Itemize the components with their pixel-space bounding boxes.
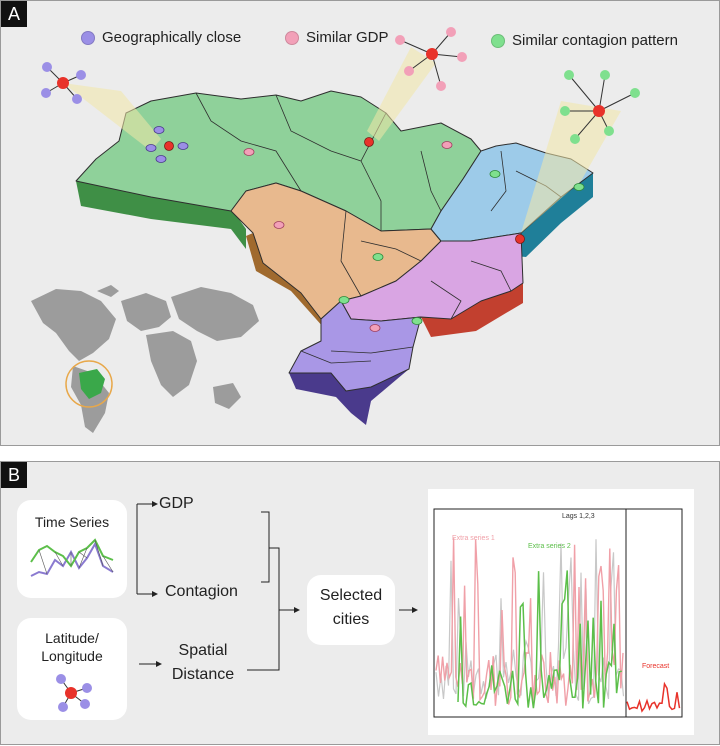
target-node bbox=[515, 234, 525, 244]
lat-label-1: Latitude/ bbox=[45, 630, 99, 646]
lat-long-card: Latitude/ Longitude bbox=[17, 618, 127, 720]
series-forecast bbox=[626, 681, 681, 713]
selected-cities-card: Selected cities bbox=[307, 575, 395, 645]
contagion-label: Contagion bbox=[165, 583, 238, 600]
legend-dot-pink bbox=[285, 30, 299, 45]
highlight-beams bbox=[63, 47, 621, 233]
legend-geographically-close: Geographically close bbox=[81, 29, 241, 46]
legend-label: Similar contagion pattern bbox=[512, 32, 678, 49]
legend-dot-green bbox=[491, 33, 505, 48]
similar-gdp-nodes bbox=[243, 141, 453, 332]
target-node bbox=[364, 137, 374, 147]
brazil-highlight-circle bbox=[65, 360, 113, 408]
spatial-label-1: Spatial bbox=[178, 642, 228, 659]
series-lags bbox=[435, 539, 625, 705]
world-map bbox=[31, 285, 259, 433]
flow-arrows bbox=[136, 501, 418, 671]
panel-b: B Time Series Latitude/ Longitude bbox=[0, 461, 720, 745]
panel-a-letter: A bbox=[1, 1, 27, 27]
extra-series-2-label: Extra series 2 bbox=[528, 543, 571, 550]
legend-similar-contagion: Similar contagion pattern bbox=[491, 32, 678, 49]
gdp-label: GDP bbox=[159, 495, 194, 512]
lat-long-graph-icon bbox=[56, 674, 92, 712]
time-series-card: Time Series bbox=[17, 500, 127, 598]
forecast-chart-svg bbox=[433, 508, 683, 718]
panel-a: A Geographically close Similar GDP Simil… bbox=[0, 0, 720, 446]
similar-contagion-nodes bbox=[338, 170, 585, 325]
legend-dot-purple bbox=[81, 30, 95, 45]
spatial-label-2: Distance bbox=[171, 666, 235, 683]
legend-similar-gdp: Similar GDP bbox=[285, 29, 389, 46]
brazil-map bbox=[31, 27, 640, 433]
series-extra-1 bbox=[435, 538, 624, 706]
forecast-label: Forecast bbox=[642, 663, 670, 670]
time-series-icon bbox=[30, 538, 114, 577]
lat-label-2: Longitude bbox=[41, 648, 103, 664]
graph-geographically-close bbox=[41, 62, 86, 104]
graph-similar-contagion bbox=[560, 70, 640, 144]
selected-label-2: cities bbox=[332, 611, 370, 628]
lags-label: Lags 1,2,3 bbox=[562, 513, 595, 520]
selected-label-1: Selected bbox=[319, 587, 383, 604]
time-series-label: Time Series bbox=[34, 514, 110, 530]
forecast-chart: Extra series 1 Extra series 2 Lags 1,2,3… bbox=[428, 489, 694, 735]
target-node bbox=[164, 141, 174, 151]
series-extra-2 bbox=[457, 570, 622, 709]
legend-label: Similar GDP bbox=[306, 29, 389, 46]
region-south bbox=[288, 300, 422, 392]
brazil-mini-icon bbox=[79, 369, 105, 399]
extra-series-1-label: Extra series 1 bbox=[452, 535, 495, 542]
geographically-close-nodes bbox=[145, 126, 189, 163]
graph-similar-gdp bbox=[395, 27, 467, 91]
legend-label: Geographically close bbox=[102, 29, 242, 46]
panel-b-letter: B bbox=[1, 462, 27, 488]
